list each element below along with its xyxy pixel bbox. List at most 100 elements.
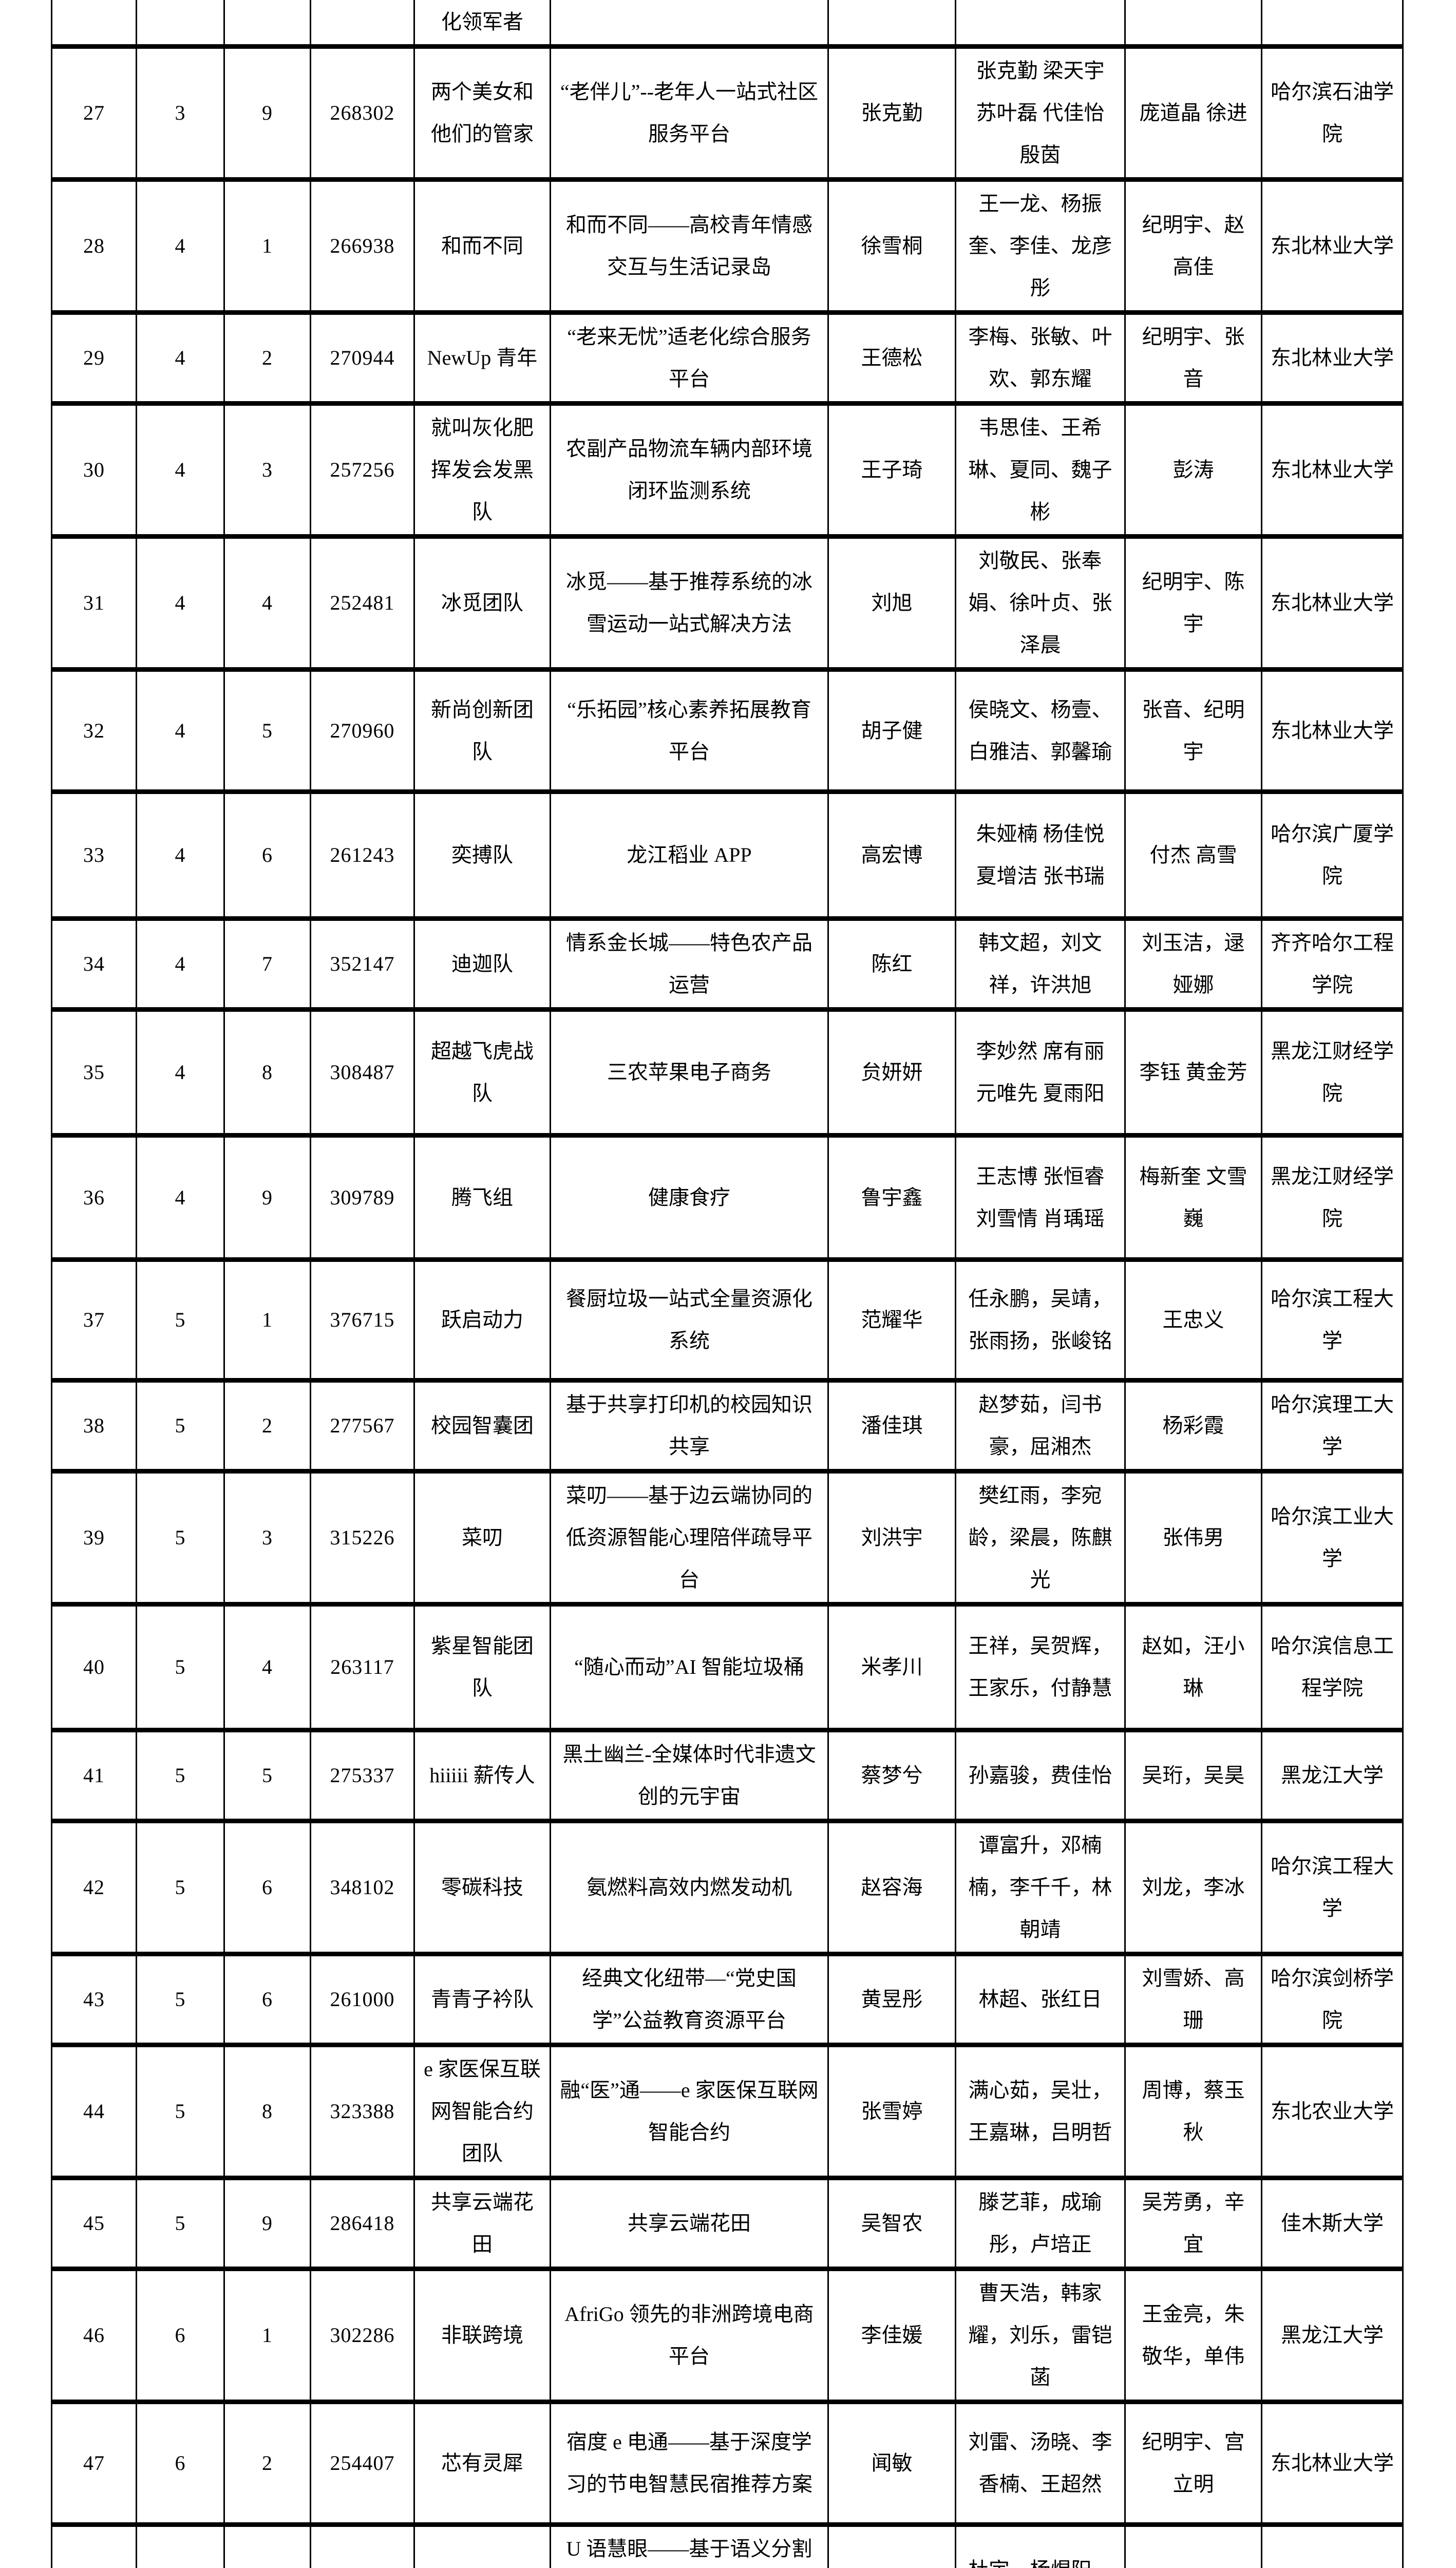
cell-school: 东北农业大学 — [1261, 2043, 1404, 2180]
cell-team-name: hiiiii 薪传人 — [413, 1728, 551, 1823]
cell-advisors: 刘玉洁，逯娅娜 — [1124, 916, 1262, 1012]
table-row: 34 4 7 352147 迪迦队 情系金长城——特色农产品运营 陈红 韩文超，刘文祥，许洪旭… — [51, 916, 1404, 1012]
cell-team-name: 跃启动力 — [413, 1257, 551, 1383]
cell-leader: 王子琦 — [827, 401, 956, 539]
cell-seq: 27 — [51, 44, 137, 182]
cell-members: 赵梦茹，闫书豪，屈湘杰 — [955, 1378, 1126, 1474]
cell-project-name: 三农苹果电子商务 — [550, 1007, 829, 1138]
cell-group: 4 — [136, 401, 225, 539]
cell-seq: 36 — [51, 1133, 137, 1262]
cell-project-name: “随心而动”AI 智能垃圾桶 — [550, 1602, 829, 1732]
cell-seq: 37 — [51, 1257, 137, 1383]
cell-team-name: 校园智囊团 — [413, 1378, 551, 1474]
cell-order: 3 — [223, 401, 311, 539]
cell-advisors: 刘雪娇、高珊 — [1124, 1952, 1262, 2047]
cell-group: 6 — [136, 2400, 225, 2527]
cell-leader: 鲁宇鑫 — [827, 1133, 956, 1262]
cell-members: 杜宇、杨煜阳、万梦佳、王天宇 — [955, 2522, 1126, 2568]
cell-order: 7 — [223, 916, 311, 1012]
cell-project-name: 基于共享打印机的校园知识共享 — [550, 1378, 829, 1474]
cell-leader: 周维 — [827, 2522, 956, 2568]
cell-project-name — [550, 0, 829, 49]
cell-project-id: 252481 — [310, 534, 415, 672]
cell-members: 林超、张红日 — [955, 1952, 1126, 2047]
cell-advisors: 彭涛 — [1124, 401, 1262, 539]
table-row: 39 5 3 315226 菜叨 菜叨——基于边云端协同的低资源智能心理陪伴疏导平台 刘洪宇… — [51, 1469, 1404, 1607]
cell-advisors: 张伟男 — [1124, 1469, 1262, 1607]
cell-project-id — [310, 0, 415, 49]
cell-project-name: 宿度 e 电通——基于深度学习的节电智慧民宿推荐方案 — [550, 2400, 829, 2527]
cell-group: 5 — [136, 1728, 225, 1823]
cell-leader: 赵容海 — [827, 1819, 956, 1956]
cell-project-name: 冰觅——基于推荐系统的冰雪运动一站式解决方法 — [550, 534, 829, 672]
cell-group: 5 — [136, 1378, 225, 1474]
cell-team-name: 化领军者 — [413, 0, 551, 49]
cell-project-name: “乐拓园”核心素养拓展教育平台 — [550, 667, 829, 794]
cell-advisors: 吴芳勇，辛宜 — [1124, 2176, 1262, 2271]
cell-project-id: 257256 — [310, 401, 415, 539]
cell-school: 东北林业大学 — [1261, 310, 1404, 406]
table-row: 28 4 1 266938 和而不同 和而不同——高校青年情感交互与生活记录岛 徐雪桐 王一龙… — [51, 177, 1404, 315]
cell-members: 谭富升，邓楠楠，李千千，林朝靖 — [955, 1819, 1126, 1956]
table-row: 32 4 5 270960 新尚创新团队 “乐拓园”核心素养拓展教育平台 胡子健 侯晓文、杨壹… — [51, 667, 1404, 794]
cell-group: 4 — [136, 789, 225, 921]
cell-group: 5 — [136, 1257, 225, 1383]
cell-group — [136, 0, 225, 49]
cell-seq: 34 — [51, 916, 137, 1012]
cell-project-name: U 语慧眼——基于语义分割技术的东北松子生产线优化方案 — [550, 2522, 829, 2568]
cell-members: 朱娅楠 杨佳悦 夏增洁 张书瑞 — [955, 789, 1126, 921]
cell-leader: 蔡梦兮 — [827, 1728, 956, 1823]
cell-advisors: 王金亮，朱敬华，单伟 — [1124, 2267, 1262, 2404]
cell-seq: 42 — [51, 1819, 137, 1956]
cell-leader: 徐雪桐 — [827, 177, 956, 315]
cell-project-name: “老伴儿”--老年人一站式社区服务平台 — [550, 44, 829, 182]
cell-project-name: “老来无忧”适老化综合服务平台 — [550, 310, 829, 406]
cell-team-name: 迪迦队 — [413, 916, 551, 1012]
cell-project-name: 龙江稻业 APP — [550, 789, 829, 921]
cell-project-name: 共享云端花田 — [550, 2176, 829, 2271]
cell-leader: 张雪婷 — [827, 2043, 956, 2180]
cell-order: 8 — [223, 2043, 311, 2180]
cell-order: 4 — [223, 1602, 311, 1732]
table-row: 27 3 9 268302 两个美女和他们的管家 “老伴儿”--老年人一站式社区服务平台张… — [51, 44, 1404, 182]
cell-group: 4 — [136, 1007, 225, 1138]
cell-school: 东北林业大学 — [1261, 177, 1404, 315]
cell-team-name: 紫星智能团队 — [413, 1602, 551, 1732]
cell-order: 6 — [223, 1819, 311, 1956]
cell-school: 佳木斯大学 — [1261, 2176, 1404, 2271]
cell-seq: 30 — [51, 401, 137, 539]
cell-team-name: 两个美女和他们的管家 — [413, 44, 551, 182]
cell-seq: 48 — [51, 2522, 137, 2568]
cell-leader: 贠妍妍 — [827, 1007, 956, 1138]
cell-seq: 31 — [51, 534, 137, 672]
cell-seq: 35 — [51, 1007, 137, 1138]
cell-leader: 张克勤 — [827, 44, 956, 182]
cell-group: 4 — [136, 1133, 225, 1262]
cell-advisors: 李丹、夏梦 — [1124, 2522, 1262, 2568]
cell-advisors: 纪明宇、宫立明 — [1124, 2400, 1262, 2527]
table-row: 41 5 5 275337 hiiiii 薪传人 黑土幽兰-全媒体时代非遗文创的元宇宙 蔡梦… — [51, 1728, 1404, 1823]
cell-school: 黑龙江财经学院 — [1261, 1133, 1404, 1262]
table-row: 45 5 9 286418 共享云端花田 共享云端花田 吴智农 滕艺菲，成瑜彤，卢培正 吴芳勇，… — [51, 2176, 1404, 2271]
table-row: 31 4 4 252481 冰觅团队 冰觅——基于推荐系统的冰雪运动一站式解决方法 刘旭 刘敬… — [51, 534, 1404, 672]
cell-team-name: 非联跨境 — [413, 2267, 551, 2404]
cell-team-name: 和兴路天团 — [413, 2522, 551, 2568]
cell-project-name: 农副产品物流车辆内部环境闭环监测系统 — [550, 401, 829, 539]
cell-team-name: 就叫灰化肥挥发会发黑队 — [413, 401, 551, 539]
cell-school — [1261, 0, 1404, 49]
table-row: 37 5 1 376715 跃启动力 餐厨垃圾一站式全量资源化系统 范耀华 任永鹏，吴靖，张雨… — [51, 1257, 1404, 1383]
cell-team-name: 腾飞组 — [413, 1133, 551, 1262]
cell-project-id: 376715 — [310, 1257, 415, 1383]
cell-leader: 李佳媛 — [827, 2267, 956, 2404]
cell-members: 李妙然 席有丽 元唯先 夏雨阳 — [955, 1007, 1126, 1138]
cell-seq: 45 — [51, 2176, 137, 2271]
cell-project-id: 270944 — [310, 310, 415, 406]
table-row: 40 5 4 263117 紫星智能团队 “随心而动”AI 智能垃圾桶 米孝川 王祥，吴贺辉，… — [51, 1602, 1404, 1732]
cell-project-id: 308487 — [310, 1007, 415, 1138]
cell-school: 哈尔滨剑桥学院 — [1261, 1952, 1404, 2047]
cell-order: 5 — [223, 1728, 311, 1823]
table-row: 4863273199和兴路天团U 语慧眼——基于语义分割技术的东北松子生产线优化… — [51, 2522, 1404, 2568]
cell-advisors: 梅新奎 文雪巍 — [1124, 1133, 1262, 1262]
cell-members: 王一龙、杨振奎、李佳、龙彦彤 — [955, 177, 1126, 315]
cell-project-id: 286418 — [310, 2176, 415, 2271]
